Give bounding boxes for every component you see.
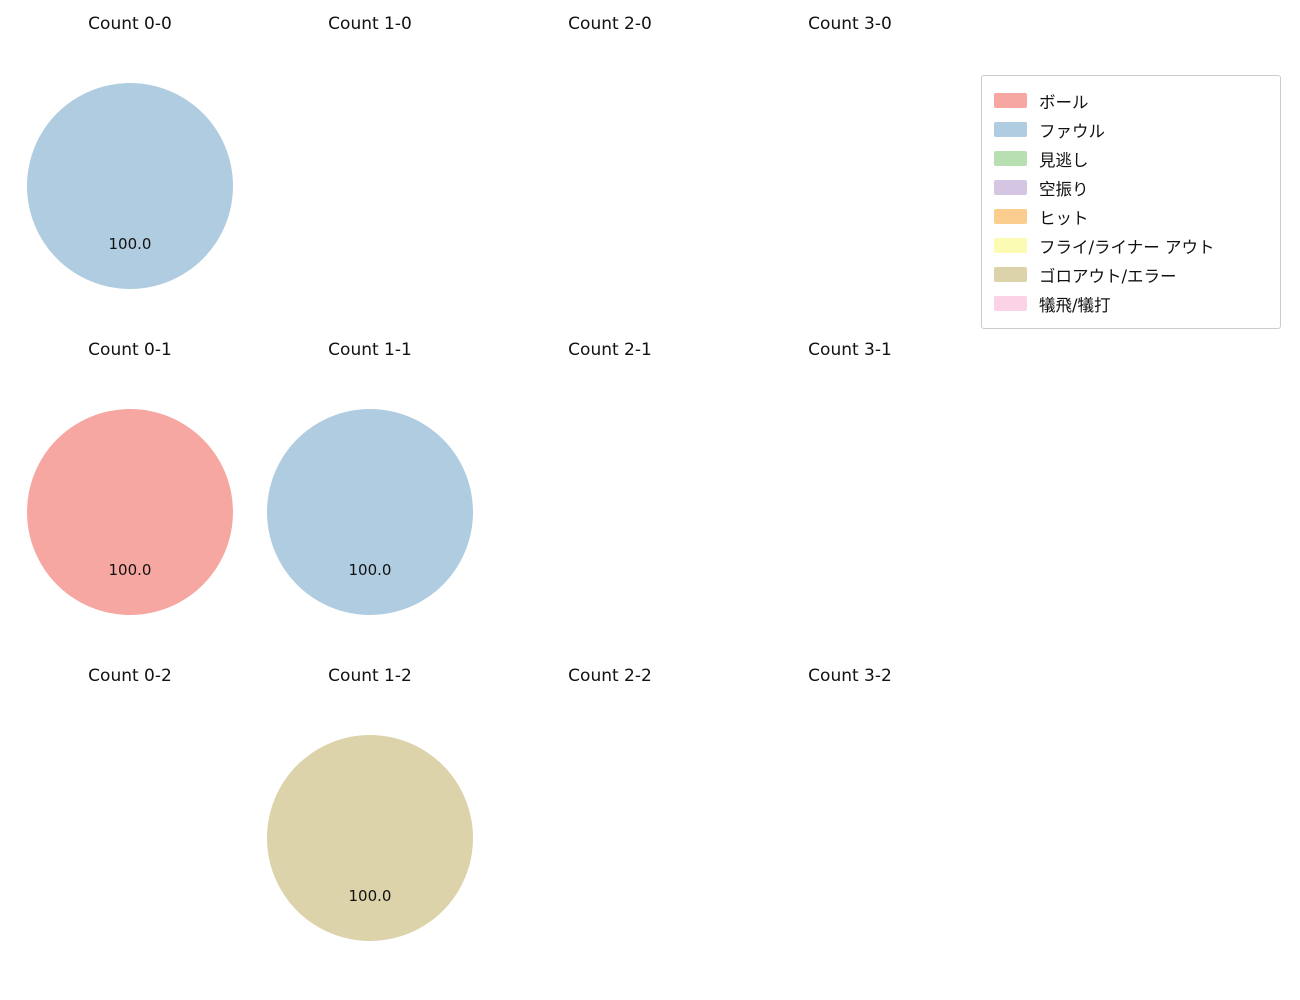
pie-value-label: 100.0 — [348, 887, 392, 905]
pie-title: Count 3-0 — [808, 14, 892, 34]
pie-value-label: 100.0 — [108, 235, 152, 253]
pie-cell-count-3-2: Count 3-2 — [730, 664, 970, 976]
pie-cell-count-3-1: Count 3-1 — [730, 338, 970, 650]
pie-value-label: 100.0 — [108, 561, 152, 579]
legend-swatch-icon — [994, 238, 1027, 253]
pie-slice: 100.0 — [27, 409, 233, 615]
legend-swatch-icon — [994, 267, 1027, 282]
legend-items: ボールファウル見逃し空振りヒットフライ/ライナー アウト ゴロアウト/エラー 犠飛/… — [994, 86, 1268, 318]
legend-label: 見逃し — [1039, 150, 1089, 170]
pie-title: Count 3-1 — [808, 340, 892, 360]
pie-title: Count 2-2 — [568, 666, 652, 686]
legend-label: ボール — [1039, 92, 1089, 112]
legend-swatch-icon — [994, 180, 1027, 195]
pie-value-label: 100.0 — [348, 561, 392, 579]
legend: ボールファウル見逃し空振りヒットフライ/ライナー アウト ゴロアウト/エラー 犠飛/… — [981, 75, 1281, 329]
legend-item: ゴロアウト/エラー — [994, 260, 1268, 289]
legend-label: フライ/ライナー アウト — [1039, 237, 1215, 257]
legend-swatch-icon — [994, 296, 1027, 311]
legend-item: フライ/ライナー アウト — [994, 231, 1268, 260]
pie-cell-count-2-1: Count 2-1 — [490, 338, 730, 650]
pie-cell-count-0-0: Count 0-0 100.0 — [10, 12, 250, 324]
pie-title: Count 1-1 — [328, 340, 412, 360]
legend-item: ボール — [994, 86, 1268, 115]
legend-item: 見逃し — [994, 144, 1268, 173]
pie-slice: 100.0 — [267, 735, 473, 941]
legend-swatch-icon — [994, 122, 1027, 137]
legend-label: ヒット — [1039, 208, 1089, 228]
pie-cell-count-1-1: Count 1-1 100.0 — [250, 338, 490, 650]
legend-swatch-icon — [994, 151, 1027, 166]
legend-item: 犠飛/犠打 — [994, 289, 1268, 318]
pie-cell-count-0-2: Count 0-2 — [10, 664, 250, 976]
legend-label: ファウル — [1039, 121, 1105, 141]
pie-cell-count-0-1: Count 0-1 100.0 — [10, 338, 250, 650]
pie-title: Count 1-0 — [328, 14, 412, 34]
pie-cell-count-1-2: Count 1-2 100.0 — [250, 664, 490, 976]
pie-slice: 100.0 — [27, 83, 233, 289]
legend-label: 犠飛/犠打 — [1039, 295, 1111, 315]
pie-title: Count 1-2 — [328, 666, 412, 686]
legend-item: ヒット — [994, 202, 1268, 231]
pie-cell-count-2-2: Count 2-2 — [490, 664, 730, 976]
pie-title: Count 2-1 — [568, 340, 652, 360]
legend-item: 空振り — [994, 173, 1268, 202]
legend-label: 空振り — [1039, 179, 1089, 199]
pie-slice: 100.0 — [267, 409, 473, 615]
pie-cell-count-1-0: Count 1-0 — [250, 12, 490, 324]
pie-cell-count-2-0: Count 2-0 — [490, 12, 730, 324]
pie-title: Count 2-0 — [568, 14, 652, 34]
legend-item: ファウル — [994, 115, 1268, 144]
legend-label: ゴロアウト/エラー — [1039, 266, 1177, 286]
pie-cell-count-3-0: Count 3-0 — [730, 12, 970, 324]
pie-title: Count 3-2 — [808, 666, 892, 686]
pie-title: Count 0-1 — [88, 340, 172, 360]
legend-swatch-icon — [994, 209, 1027, 224]
legend-swatch-icon — [994, 93, 1027, 108]
pie-title: Count 0-0 — [88, 14, 172, 34]
pie-title: Count 0-2 — [88, 666, 172, 686]
